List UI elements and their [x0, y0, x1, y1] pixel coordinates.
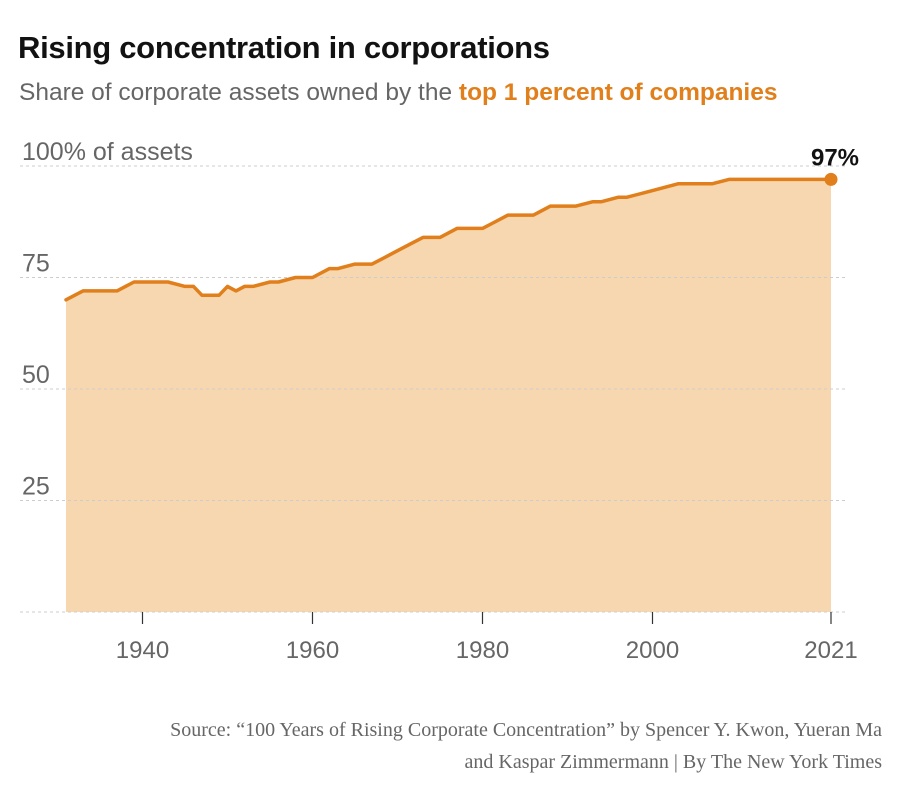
y-tick-label-100: 100% of assets: [22, 138, 193, 166]
source-line-2: and Kaspar Zimmermann | By The New York …: [464, 751, 883, 773]
area-fill: [66, 179, 831, 612]
y-tick-label-25: 25: [22, 473, 50, 501]
source-line-1: Source: “100 Years of Rising Corporate C…: [170, 719, 882, 741]
y-tick-label-50: 50: [22, 361, 50, 389]
subtitle-text: Share of corporate assets owned by the: [19, 79, 459, 106]
x-tick-label-1980: 1980: [456, 637, 509, 664]
x-tick-label-2000: 2000: [626, 637, 679, 664]
subtitle-highlight: top 1 percent of companies: [458, 79, 778, 106]
end-point-marker: [824, 172, 838, 186]
series-line: [64, 177, 833, 302]
y-tick-label-75: 75: [22, 250, 50, 278]
chart-title: Rising concentration in corporations: [18, 30, 550, 65]
end-value-label: 97%: [811, 144, 859, 171]
chart-subtitle: Share of corporate assets owned by the t…: [19, 79, 777, 107]
source-note: Source: “100 Years of Rising Corporate C…: [2, 714, 882, 778]
x-tick-label-2021: 2021: [804, 637, 857, 664]
area-chart: 100% of assets 75 50 25 1940 1960 1980 2000 2021…: [20, 138, 859, 664]
x-tick-label-1940: 1940: [116, 637, 169, 664]
x-tick-label-1960: 1960: [286, 637, 339, 664]
